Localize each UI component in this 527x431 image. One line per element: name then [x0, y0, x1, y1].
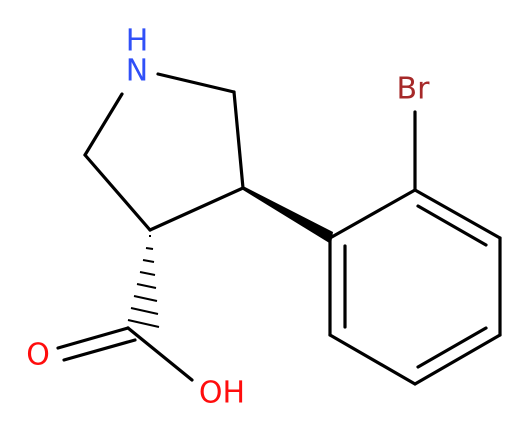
bond — [413, 188, 502, 240]
bond — [328, 188, 417, 240]
atom-label: OH — [199, 376, 245, 411]
bond — [156, 72, 236, 94]
bond — [83, 92, 124, 157]
atom-label: O — [26, 338, 50, 373]
bond — [413, 333, 502, 386]
bond — [62, 338, 137, 362]
hash-bond — [127, 235, 160, 328]
bond — [416, 204, 488, 247]
wedge-bond — [243, 186, 333, 244]
atom-label: Br — [397, 72, 431, 107]
bond — [126, 326, 194, 382]
atom-label: H — [126, 24, 149, 59]
atom-label: N — [126, 54, 148, 89]
bond — [416, 326, 488, 369]
bond — [56, 326, 130, 350]
bond — [328, 333, 417, 386]
bond — [148, 186, 245, 232]
bond — [232, 90, 245, 190]
bond — [83, 153, 152, 232]
